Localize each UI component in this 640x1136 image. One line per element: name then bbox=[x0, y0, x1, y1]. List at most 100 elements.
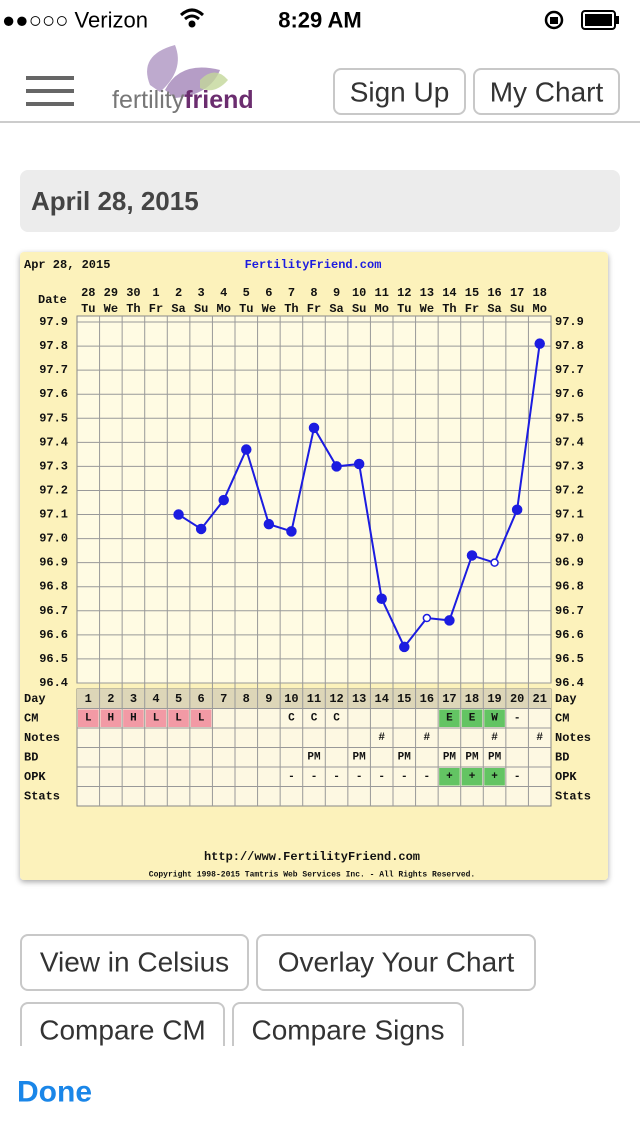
x-tick-label: 11 bbox=[307, 692, 321, 706]
action-button[interactable]: Compare Signs bbox=[232, 1002, 464, 1059]
x-tick-label: 13 bbox=[352, 692, 366, 706]
date-label: 18 bbox=[533, 286, 547, 300]
cell-text: C bbox=[333, 712, 340, 724]
date-label: 30 bbox=[126, 286, 140, 300]
temperature-point bbox=[308, 422, 320, 434]
row-label: BD bbox=[24, 750, 38, 764]
logo-part: friend bbox=[184, 86, 253, 114]
y-tick-label-right: 96.9 bbox=[555, 556, 584, 570]
weekday-label: Tu bbox=[397, 302, 411, 316]
cell-text: C bbox=[288, 712, 295, 724]
weekday-label: Th bbox=[442, 302, 456, 316]
nav-button[interactable]: My Chart bbox=[473, 68, 620, 115]
button-label: Compare Signs bbox=[252, 1015, 445, 1046]
date-label: 5 bbox=[243, 286, 250, 300]
temperature-point bbox=[399, 641, 410, 653]
y-tick-label-right: 97.6 bbox=[555, 387, 584, 401]
y-tick-label: 96.5 bbox=[39, 652, 68, 666]
y-tick-label-right: 97.7 bbox=[555, 363, 584, 377]
cell-text: + bbox=[446, 771, 453, 783]
chart-subtitle: Apr 28, 2015 bbox=[24, 258, 110, 272]
row-label-right: Stats bbox=[555, 789, 591, 803]
y-tick-label: 96.9 bbox=[39, 556, 68, 570]
action-button[interactable]: View in Celsius bbox=[20, 934, 249, 991]
battery-icon bbox=[581, 10, 619, 30]
y-tick-label-right: 97.9 bbox=[555, 315, 584, 329]
temperature-point bbox=[466, 550, 478, 561]
menu-icon[interactable] bbox=[26, 76, 74, 106]
row-label: OPK bbox=[24, 770, 46, 784]
carrier: ●●○○○ Verizon bbox=[2, 8, 148, 33]
y-tick-label-right: 96.8 bbox=[555, 580, 584, 594]
cell-text: - bbox=[378, 771, 385, 783]
temperature-point bbox=[490, 558, 499, 567]
x-tick-label: 16 bbox=[420, 692, 434, 706]
cell-text: + bbox=[469, 771, 476, 783]
x-tick-label: 8 bbox=[243, 692, 250, 706]
cell-text: PM bbox=[488, 751, 502, 763]
x-tick-label: 6 bbox=[198, 692, 205, 706]
y-tick-label-right: 96.4 bbox=[555, 676, 584, 690]
x-tick-label: 12 bbox=[329, 692, 343, 706]
cell-fill bbox=[461, 709, 483, 727]
cell-fill bbox=[461, 768, 483, 786]
action-button[interactable]: Compare CM bbox=[20, 1002, 225, 1059]
x-tick-label: 21 bbox=[533, 692, 547, 706]
y-tick-label-right: 96.6 bbox=[555, 628, 584, 642]
x-tick-label: 4 bbox=[152, 692, 159, 706]
date-label: 28 bbox=[81, 286, 95, 300]
done-button[interactable]: Done bbox=[17, 1076, 92, 1109]
temperature-point bbox=[422, 613, 432, 623]
cell-fill bbox=[145, 709, 167, 727]
weekday-label: Sa bbox=[329, 302, 343, 316]
weekday-label: We bbox=[104, 302, 118, 316]
cell-fill bbox=[484, 768, 505, 786]
temperature-point bbox=[218, 494, 229, 506]
logo-text: fertilityfriend bbox=[112, 86, 254, 114]
cell-text: PM bbox=[443, 751, 457, 763]
date-label: 10 bbox=[352, 286, 366, 300]
y-tick-label: 96.8 bbox=[39, 580, 68, 594]
weekday-label: We bbox=[420, 302, 434, 316]
date-label: 16 bbox=[487, 286, 501, 300]
chart-title: FertilityFriend.com bbox=[245, 258, 382, 272]
date-label: 2 bbox=[175, 286, 182, 300]
row-label-right: Day bbox=[555, 692, 577, 706]
weekday-label: Tu bbox=[81, 302, 95, 316]
weekday-label: Fr bbox=[465, 302, 479, 316]
cell-fill bbox=[190, 709, 212, 727]
weekday-label: Mo bbox=[375, 302, 389, 316]
y-tick-label-right: 96.5 bbox=[555, 652, 584, 666]
weekday-label: Mo bbox=[533, 302, 547, 316]
weekday-label: Tu bbox=[239, 302, 253, 316]
temperature-point bbox=[444, 615, 455, 626]
row-label-right: CM bbox=[555, 711, 569, 725]
weekday-label: Sa bbox=[171, 302, 185, 316]
cell-text: - bbox=[514, 712, 521, 724]
day-row-background bbox=[77, 689, 551, 709]
x-tick-label: 3 bbox=[130, 692, 137, 706]
row-label-right: OPK bbox=[555, 770, 577, 784]
nav-button[interactable]: Sign Up bbox=[333, 68, 466, 115]
logo[interactable]: fertilityfriend bbox=[112, 45, 254, 114]
date-label: 17 bbox=[510, 286, 524, 300]
date-label: 12 bbox=[397, 286, 411, 300]
cell-text: C bbox=[311, 712, 318, 724]
date-label: Date bbox=[38, 293, 67, 307]
date-label: 8 bbox=[310, 286, 317, 300]
cell-text: E bbox=[446, 712, 453, 724]
cell-text: - bbox=[311, 771, 318, 783]
cell-text: # bbox=[378, 732, 385, 744]
temperature-point bbox=[241, 444, 252, 455]
action-button[interactable]: Overlay Your Chart bbox=[256, 934, 536, 991]
button-label: My Chart bbox=[490, 77, 604, 108]
button-label: Overlay Your Chart bbox=[278, 947, 515, 978]
y-tick-label: 97.0 bbox=[39, 532, 68, 546]
logo-part: fertility bbox=[112, 86, 185, 114]
cell-text: L bbox=[153, 712, 160, 724]
plot-background bbox=[76, 315, 552, 684]
y-tick-label-right: 97.4 bbox=[555, 435, 584, 449]
weekday-label: Su bbox=[194, 302, 208, 316]
y-tick-label-right: 96.7 bbox=[555, 604, 584, 618]
